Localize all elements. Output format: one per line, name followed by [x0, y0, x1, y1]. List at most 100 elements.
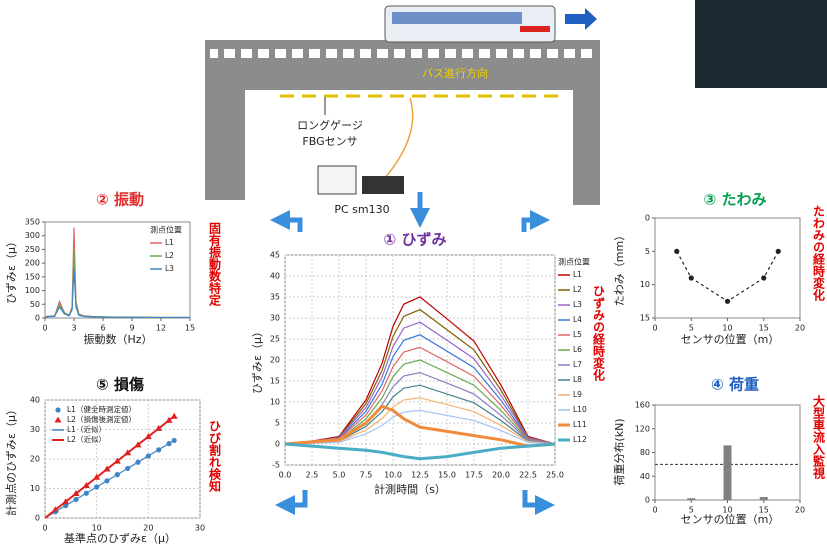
x-tick-label: 5 — [689, 506, 694, 515]
x-tick-label: 15 — [185, 324, 195, 333]
legend-label: L1 — [165, 238, 174, 247]
y-tick-label: 150 — [25, 272, 40, 281]
bus-windows — [392, 12, 522, 24]
y-tick-label: 30 — [270, 314, 280, 323]
direction-label: バス進行方向 — [422, 66, 488, 80]
y-tick-label: 200 — [25, 259, 40, 268]
side-note: ひずみの経時変化 — [592, 285, 606, 382]
legend-label: L10 — [573, 405, 587, 414]
y-tick-label: 100 — [25, 286, 40, 295]
y-tick-label: 120 — [635, 424, 650, 433]
marker — [674, 248, 680, 254]
y-tick-label: 20 — [270, 356, 280, 365]
x-tick-label: 6 — [100, 324, 105, 333]
x-tick-label: 12 — [156, 324, 166, 333]
y-tick-label: 45 — [270, 251, 280, 260]
x-tick-label: 0.0 — [279, 471, 292, 480]
x-tick-label: 10 — [722, 324, 732, 333]
x-tick-label: 0 — [42, 524, 47, 533]
legend-label: L2（損傷後測定値） — [67, 414, 136, 424]
y-tick-label: 5 — [645, 247, 650, 256]
flow-arrows — [270, 192, 555, 515]
chart-title: ③ たわみ — [704, 191, 767, 209]
x-tick-label: 2.5 — [306, 471, 319, 480]
x-tick-label: 7.5 — [360, 471, 373, 480]
x-axis-label: 基準点のひずみε（μ） — [64, 531, 176, 545]
x-axis-label: 振動数（Hz） — [83, 332, 152, 346]
x-axis-label: 計測時間（s） — [374, 482, 446, 496]
legend-label: L6 — [573, 345, 582, 354]
x-axis-label: センサの位置（m） — [681, 512, 780, 526]
y-tick-label: 0 — [35, 514, 40, 523]
marker — [688, 275, 694, 281]
sensor-label: ロングゲージ — [297, 118, 363, 132]
y-tick-label: 15 — [640, 314, 650, 323]
legend-label: L2（近似） — [67, 434, 106, 444]
y-tick-label: 50 — [30, 300, 40, 309]
deck-openings — [210, 46, 595, 58]
interrogator — [362, 176, 404, 194]
legend-label: L8 — [573, 375, 582, 384]
x-tick-label: 0 — [42, 324, 47, 333]
x-tick-label: 9 — [129, 324, 134, 333]
legend-label: L1（近似） — [67, 424, 106, 434]
x-tick-label: 5 — [689, 324, 694, 333]
y-tick-label: 0 — [275, 440, 280, 449]
side-note: 固有振動数特定 — [208, 222, 222, 307]
legend-label: L1（健全時測定値） — [67, 404, 136, 414]
x-tick-label: 20 — [143, 524, 153, 533]
y-tick-label: 30 — [30, 425, 40, 434]
x-tick-label: 20.0 — [492, 471, 510, 480]
bus-stripe — [520, 26, 550, 32]
y-tick-label: 15 — [270, 377, 280, 386]
y-axis-label: たわみ（mm） — [613, 230, 626, 306]
pier-left — [205, 90, 245, 200]
legend-label: L3 — [573, 300, 582, 309]
y-tick-label: 250 — [25, 245, 40, 254]
marker — [54, 416, 62, 423]
series-line — [44, 439, 175, 519]
side-note: たわみの経時変化 — [812, 205, 826, 302]
x-tick-label: 25.0 — [546, 471, 564, 480]
y-tick-label: 80 — [640, 448, 650, 457]
y-tick-label: 0 — [645, 214, 650, 223]
y-tick-label: 0 — [645, 496, 650, 505]
series-line — [44, 415, 175, 519]
y-tick-label: 350 — [25, 218, 40, 227]
y-tick-label: 35 — [270, 293, 280, 302]
legend-label: L2 — [165, 251, 174, 260]
legend-label: L9 — [573, 390, 582, 399]
legend-label: L4 — [573, 315, 582, 324]
y-tick-label: 40 — [30, 396, 40, 405]
series-line — [284, 409, 556, 445]
x-tick-label: 22.5 — [519, 471, 537, 480]
y-axis-label: ひずみε（μ） — [5, 236, 18, 304]
y-tick-label: 20 — [30, 455, 40, 464]
legend-label: L2 — [573, 285, 582, 294]
legend-label: L12 — [573, 435, 587, 444]
bar — [759, 497, 768, 500]
chart-title: ⑤ 損傷 — [96, 376, 144, 394]
chart-title: ① ひずみ — [384, 231, 447, 249]
y-tick-label: 10 — [270, 398, 280, 407]
bar — [687, 498, 696, 500]
pc-label: PC sm130 — [334, 203, 389, 216]
y-tick-label: 40 — [640, 472, 650, 481]
direction-arrow — [565, 8, 597, 30]
legend-label: L3 — [165, 264, 174, 273]
y-axis-label: 荷重分布(kN) — [612, 418, 626, 485]
x-tick-label: 20 — [795, 506, 805, 515]
marker — [724, 298, 731, 304]
x-tick-label: 30 — [195, 524, 205, 533]
x-tick-label: 10.0 — [384, 471, 402, 480]
legend-title: 測点位置 — [150, 225, 182, 235]
x-tick-label: 15 — [759, 324, 769, 333]
laptop — [317, 165, 357, 195]
x-tick-label: 15 — [759, 506, 769, 515]
x-tick-label: 0 — [652, 506, 657, 515]
series-line — [284, 442, 556, 461]
legend-label: L11 — [573, 420, 587, 429]
marker — [55, 407, 61, 413]
